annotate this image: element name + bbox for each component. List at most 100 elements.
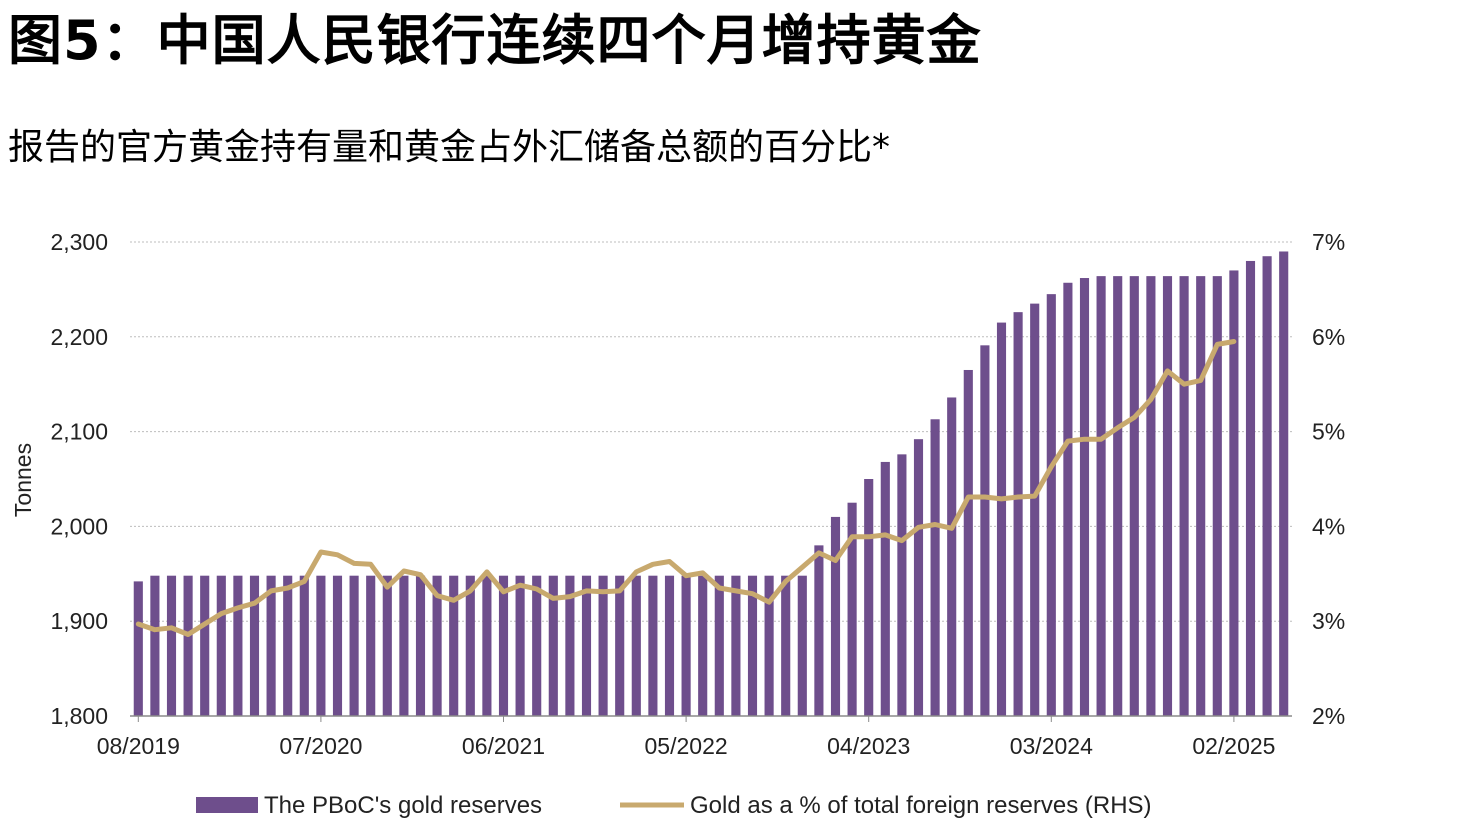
bar (299, 575, 309, 716)
bar (233, 575, 243, 716)
bar (747, 575, 758, 716)
bar (1262, 256, 1272, 716)
bar-series (133, 251, 1289, 717)
bar (166, 575, 177, 716)
x-tick-label: 07/2020 (279, 733, 362, 759)
bar (465, 575, 475, 716)
bar (830, 516, 841, 716)
bar (515, 575, 525, 716)
bar (581, 575, 592, 716)
bar (266, 575, 276, 716)
bar (1030, 303, 1040, 716)
bar (615, 575, 625, 716)
bar (947, 397, 957, 716)
bar (200, 575, 210, 716)
x-tick-label: 08/2019 (97, 733, 180, 759)
bar (797, 575, 807, 716)
bar (781, 575, 791, 716)
x-tick-label: 02/2025 (1192, 733, 1275, 759)
bar (399, 575, 409, 716)
bar (150, 575, 160, 716)
bar (382, 575, 392, 716)
bar (698, 575, 708, 716)
bar (1179, 276, 1189, 716)
y2-tick-label: 4% (1312, 513, 1345, 539)
bar (183, 575, 193, 716)
axes: 1,800 1,900 2,000 2,100 2,200 2,300 2% 3% 4% 5% 6%… (50, 229, 1345, 759)
bar (1079, 278, 1090, 716)
bar (930, 419, 940, 716)
legend: The PBoC's gold reserves Gold as a % of … (196, 792, 1152, 819)
bar (648, 575, 658, 716)
bar (1013, 312, 1023, 716)
x-tick-label: 04/2023 (827, 733, 910, 759)
x-tick-label: 05/2022 (645, 733, 728, 759)
y-tick-label: 2,200 (50, 324, 108, 350)
bar (133, 581, 143, 716)
line-series (135, 339, 1237, 637)
bar (216, 575, 226, 716)
y2-tick-label: 6% (1312, 324, 1345, 350)
x-tick-label: 06/2021 (462, 733, 545, 759)
page-subtitle: 报告的官方黄金持有量和黄金占外汇储备总额的百分比* (8, 127, 891, 168)
bar (498, 575, 509, 716)
y2-tick-label: 7% (1312, 229, 1345, 255)
page-title: 图5：中国人民银行连续四个月增持黄金 (8, 9, 982, 72)
y-tick-label: 1,900 (50, 608, 108, 634)
legend-line-label: Gold as a % of total foreign reserves (R… (690, 792, 1152, 819)
bar (316, 575, 326, 716)
bar (283, 575, 293, 716)
y-tick-label: 1,800 (50, 703, 108, 729)
bar (814, 545, 824, 716)
bar (1279, 251, 1289, 717)
bar (963, 369, 973, 716)
bar (565, 575, 575, 716)
bar (847, 502, 857, 716)
bar (664, 575, 675, 716)
bar (1196, 276, 1206, 716)
bar (1212, 276, 1222, 716)
bar (1162, 276, 1173, 716)
bar (764, 575, 774, 716)
bar (1096, 276, 1106, 716)
bar (432, 575, 442, 716)
x-tick-label: 03/2024 (1010, 733, 1093, 759)
y2-tick-label: 5% (1312, 419, 1345, 445)
legend-bar-label: The PBoC's gold reserves (264, 792, 542, 819)
bar (913, 439, 924, 716)
bar (1063, 282, 1073, 716)
bar (482, 575, 492, 716)
bar (449, 575, 459, 716)
gold-share-line (135, 339, 1237, 637)
bar (548, 575, 558, 716)
bar (714, 575, 724, 716)
bar (731, 575, 741, 716)
y2-tick-label: 3% (1312, 608, 1345, 634)
bar (980, 345, 990, 716)
y2-tick-label: 2% (1312, 703, 1345, 729)
y-tick-label: 2,000 (50, 513, 108, 539)
bar (681, 575, 691, 716)
bar (598, 575, 608, 716)
bar (1146, 276, 1156, 716)
bar (415, 575, 426, 716)
y-tick-label: 2,100 (50, 419, 108, 445)
bar (996, 322, 1007, 716)
legend-bar-swatch (196, 797, 258, 813)
bar (1046, 294, 1056, 716)
y-axis-title: Tonnes (10, 443, 36, 517)
bar (880, 461, 890, 716)
bar (532, 575, 542, 716)
bar (366, 575, 376, 716)
bar (349, 575, 359, 716)
bar (1113, 276, 1123, 716)
bar (1245, 260, 1256, 716)
bar (897, 454, 907, 716)
bar (631, 575, 641, 716)
bar (1229, 270, 1239, 716)
y-tick-label: 2,300 (50, 229, 108, 255)
bar (1129, 276, 1139, 716)
bar (864, 479, 874, 716)
bar (332, 575, 343, 716)
